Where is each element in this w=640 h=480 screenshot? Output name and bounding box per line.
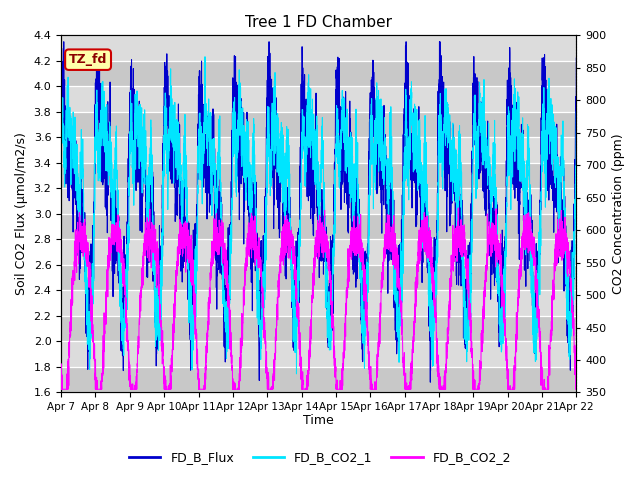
Bar — [61, 240, 576, 265]
Bar — [61, 86, 576, 112]
Y-axis label: CO2 Concentration (ppm): CO2 Concentration (ppm) — [612, 133, 625, 294]
Bar — [61, 61, 576, 86]
Bar — [61, 189, 576, 214]
Bar — [61, 163, 576, 189]
Y-axis label: Soil CO2 Flux (μmol/m2/s): Soil CO2 Flux (μmol/m2/s) — [15, 132, 28, 295]
Title: Tree 1 FD Chamber: Tree 1 FD Chamber — [245, 15, 392, 30]
Bar — [61, 265, 576, 290]
Text: TZ_fd: TZ_fd — [69, 53, 108, 66]
Bar — [61, 341, 576, 367]
Bar — [61, 112, 576, 137]
Bar — [61, 137, 576, 163]
Legend: FD_B_Flux, FD_B_CO2_1, FD_B_CO2_2: FD_B_Flux, FD_B_CO2_1, FD_B_CO2_2 — [124, 446, 516, 469]
Bar — [61, 316, 576, 341]
X-axis label: Time: Time — [303, 414, 334, 427]
Bar — [61, 290, 576, 316]
Bar — [61, 214, 576, 240]
Bar — [61, 367, 576, 393]
Bar — [61, 36, 576, 61]
